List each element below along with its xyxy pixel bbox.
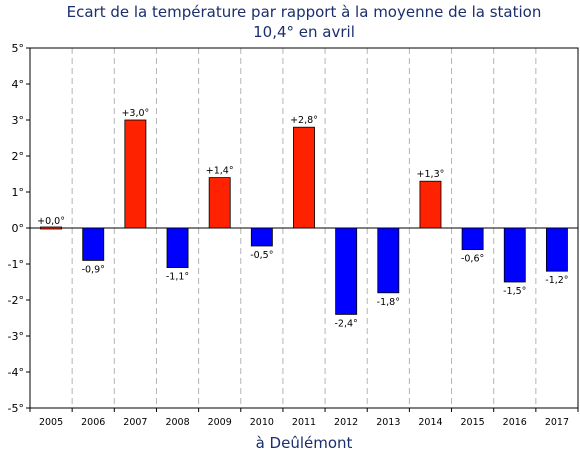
x-tick-label: 2008 bbox=[165, 417, 189, 428]
y-tick-label: 2° bbox=[12, 150, 25, 163]
x-tick-label: 2016 bbox=[503, 417, 527, 428]
chart-subtitle: 10,4° en avril bbox=[253, 23, 355, 41]
x-tick-label: 2010 bbox=[250, 417, 274, 428]
bar bbox=[166, 227, 189, 268]
chart-title-block: Ecart de la température par rapport à la… bbox=[30, 2, 578, 42]
y-tick-label: -1° bbox=[8, 258, 24, 271]
data-label: -0,5° bbox=[250, 250, 273, 261]
data-label: -1,8° bbox=[377, 297, 400, 308]
x-tick-label: 2006 bbox=[81, 417, 105, 428]
data-label: -1,1° bbox=[166, 272, 189, 283]
bar bbox=[250, 227, 273, 247]
y-tick-label: 5° bbox=[12, 42, 25, 55]
x-tick-label: 2005 bbox=[39, 417, 63, 428]
y-tick-label: -5° bbox=[8, 402, 24, 415]
x-tick-label: 2015 bbox=[461, 417, 485, 428]
bar bbox=[503, 227, 526, 283]
bar bbox=[545, 227, 568, 272]
bar bbox=[335, 227, 358, 315]
x-axis-label: à Deûlémont bbox=[255, 434, 353, 452]
data-label: +3,0° bbox=[121, 108, 149, 119]
x-tick-label: 2017 bbox=[545, 417, 569, 428]
bar bbox=[208, 177, 231, 229]
y-tick-label: 1° bbox=[12, 186, 25, 199]
bar bbox=[461, 227, 484, 251]
x-tick-label: 2011 bbox=[292, 417, 316, 428]
x-tick-label: 2007 bbox=[123, 417, 147, 428]
bar bbox=[293, 126, 315, 229]
bar bbox=[40, 226, 63, 230]
x-tick-label: 2014 bbox=[418, 417, 442, 428]
x-tick-label: 2013 bbox=[376, 417, 400, 428]
chart-title: Ecart de la température par rapport à la… bbox=[66, 3, 542, 21]
y-tick-label: -2° bbox=[8, 294, 24, 307]
y-tick-label: 0° bbox=[12, 222, 25, 235]
data-label: -1,5° bbox=[503, 286, 526, 297]
y-tick-label: 4° bbox=[12, 78, 25, 91]
x-tick-label: 2012 bbox=[334, 417, 358, 428]
data-label: -2,4° bbox=[335, 318, 358, 329]
data-label: +1,4° bbox=[206, 166, 234, 177]
y-tick-label: -3° bbox=[8, 330, 24, 343]
data-label: +0,0° bbox=[37, 216, 65, 227]
y-tick-label: -4° bbox=[8, 366, 24, 379]
bar bbox=[124, 119, 147, 229]
bar bbox=[377, 227, 400, 294]
data-label: +1,3° bbox=[417, 169, 445, 180]
data-label: -0,6° bbox=[461, 254, 484, 265]
data-label: -1,2° bbox=[545, 275, 568, 286]
x-tick-label: 2009 bbox=[208, 417, 232, 428]
y-tick-label: 3° bbox=[12, 114, 25, 127]
data-label: +2,8° bbox=[290, 115, 318, 126]
data-label: -0,9° bbox=[82, 264, 105, 275]
bar bbox=[419, 180, 442, 229]
bar bbox=[82, 227, 105, 261]
